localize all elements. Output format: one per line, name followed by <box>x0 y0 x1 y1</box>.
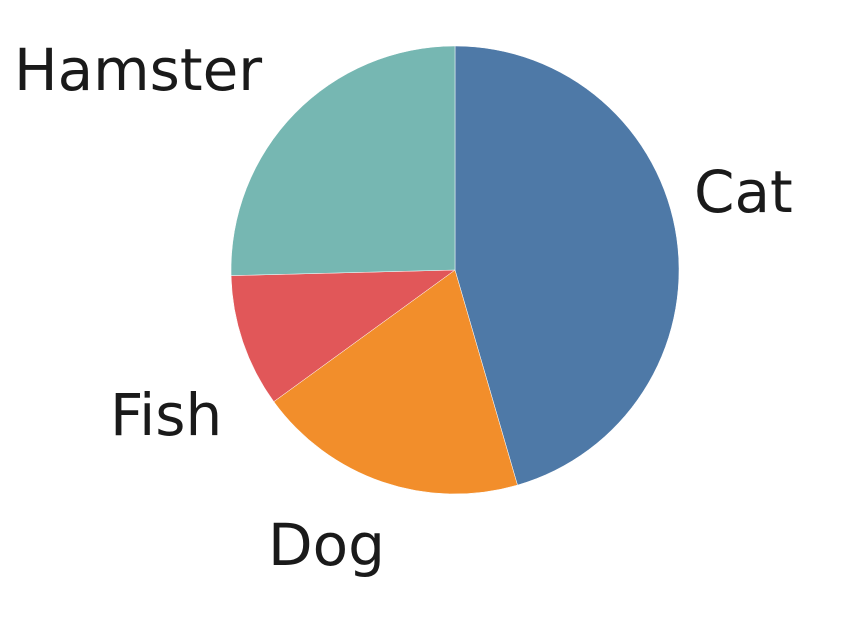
pie-label-cat: Cat <box>694 158 793 226</box>
pie-slice-dog <box>273 269 518 495</box>
pie-label-fish: Fish <box>110 381 222 449</box>
pie-slice-cat <box>454 45 680 486</box>
pie-slices <box>230 45 680 495</box>
pie-label-dog: Dog <box>268 511 385 579</box>
pie-slice-fish <box>230 269 456 403</box>
pie-slice-hamster <box>230 45 456 276</box>
pie-labels: Cat Dog Fish Hamster <box>14 36 793 579</box>
pie-label-hamster: Hamster <box>14 36 262 104</box>
